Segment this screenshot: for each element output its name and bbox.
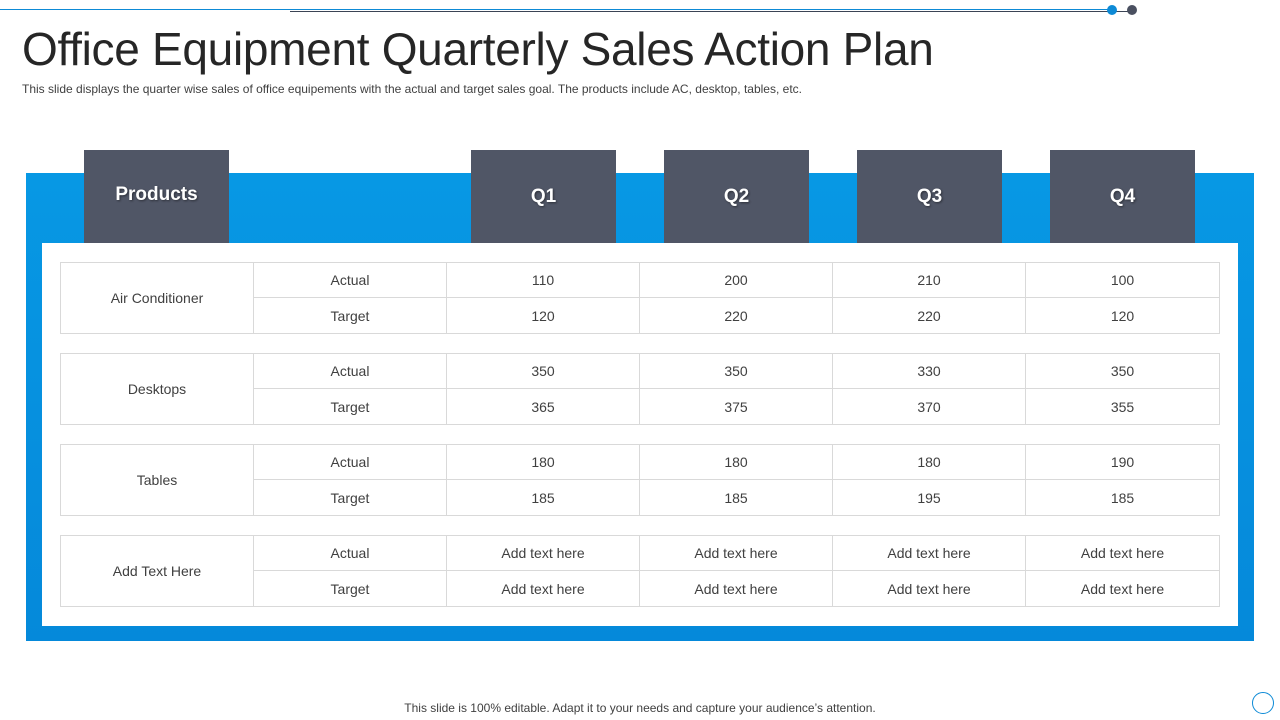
row-label-actual: Actual [254,445,447,480]
cell-q4-target: 355 [1110,398,1135,415]
table-body-panel [42,243,1238,626]
slide-subtitle: This slide displays the quarter wise sal… [22,82,802,96]
product-name: Add Text Here [61,536,254,606]
cell-q3-actual: Add text here [833,536,1026,571]
cell-q3-actual: 210 [833,263,1026,298]
cell-q3-actual: 180 [833,445,1026,480]
header-q2: Q2 [664,150,809,243]
product-group-tables: Tables Actual 180 180 180 190 Target 185… [60,444,1220,516]
product-group-placeholder: Add Text Here Actual Add text here Add t… [60,535,1220,607]
row-label-target: Target [254,389,447,424]
cell-q2-actual: 180 [640,445,833,480]
cell-q4-target: 185 [1110,489,1135,506]
corner-circle-icon [1252,692,1274,714]
cell-q4-actual: 190 [1026,445,1219,480]
cell-q1-target: 185 [447,480,640,515]
product-group-air-conditioner: Air Conditioner Actual 110 200 210 100 T… [60,262,1220,334]
cell-q4-target: Add text here [1080,580,1165,597]
header-products: Products [84,150,229,243]
cell-q4-target: 120 [1110,307,1135,324]
cell-q3-target: 220 [833,298,1026,333]
cell-q2-target: 185 [640,480,833,515]
cell-q3-target: 195 [833,480,1026,515]
row-label-target: Target [254,298,447,333]
cell-q1-target: Add text here [447,571,640,606]
row-label-actual: Actual [254,536,447,571]
header-q4: Q4 [1050,150,1195,243]
top-accent-line-dark [290,11,1133,12]
cell-q3-actual: 330 [833,354,1026,389]
cell-q3-target: 370 [833,389,1026,424]
cell-q1-actual: 350 [447,354,640,389]
product-group-desktops: Desktops Actual 350 350 330 350 Target 3… [60,353,1220,425]
header-q3: Q3 [857,150,1002,243]
cell-q4-actual: 100 [1026,263,1219,298]
accent-dot-gray [1127,5,1137,15]
top-accent-line [0,9,1112,10]
cell-q2-target: Add text here [640,571,833,606]
row-label-actual: Actual [254,263,447,298]
product-name: Air Conditioner [61,263,254,333]
cell-q2-target: 220 [640,298,833,333]
cell-q1-target: 365 [447,389,640,424]
slide-title: Office Equipment Quarterly Sales Action … [22,23,934,75]
product-name: Tables [61,445,254,515]
cell-q2-target: 375 [640,389,833,424]
accent-dot-blue [1107,5,1117,15]
row-label-actual: Actual [254,354,447,389]
row-label-target: Target [254,571,447,606]
header-q1: Q1 [471,150,616,243]
cell-q1-actual: 180 [447,445,640,480]
row-label-target: Target [254,480,447,515]
cell-q1-actual: 110 [447,263,640,298]
slide-footer: This slide is 100% editable. Adapt it to… [404,701,876,715]
cell-q2-actual: 350 [640,354,833,389]
cell-q1-actual: Add text here [447,536,640,571]
cell-q3-target: Add text here [833,571,1026,606]
cell-q4-actual: 350 [1026,354,1219,389]
cell-q1-target: 120 [447,298,640,333]
cell-q2-actual: 200 [640,263,833,298]
product-name: Desktops [61,354,254,424]
cell-q2-actual: Add text here [640,536,833,571]
cell-q4-actual: Add text here [1026,536,1219,571]
